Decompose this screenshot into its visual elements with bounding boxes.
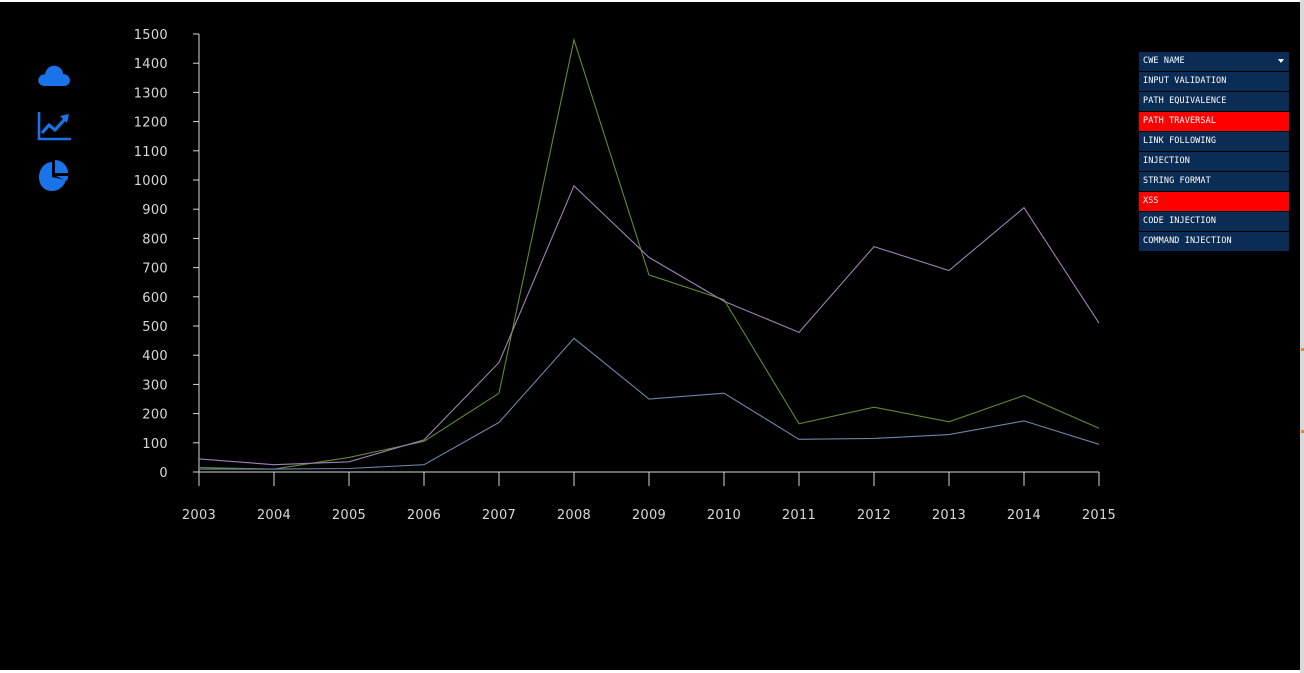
- series-line-3: [199, 337, 1100, 470]
- x-tick-label: 2014: [1007, 508, 1041, 523]
- cwe-item-label: PATH TRAVERSAL: [1143, 116, 1217, 126]
- y-tick-label: 700: [142, 262, 168, 277]
- y-tick-label: 600: [142, 291, 168, 306]
- y-tick-label: 500: [142, 320, 168, 335]
- cwe-item-code-injection[interactable]: CODE INJECTION: [1139, 212, 1289, 232]
- pie-chart-icon[interactable]: [36, 158, 72, 194]
- x-axis: 2003 2004 2005 2006 2007 2008 2009 2010 2011 2012…: [182, 471, 1116, 523]
- y-tick-label: 200: [142, 408, 168, 423]
- y-tick-label: 900: [142, 203, 168, 218]
- x-tick-label: 2009: [632, 508, 666, 523]
- cwe-item-injection[interactable]: INJECTION: [1139, 152, 1289, 172]
- cwe-item-label: PATH EQUIVALENCE: [1143, 96, 1227, 106]
- x-tick-label: 2003: [182, 508, 216, 523]
- y-tick-label: 1300: [134, 86, 168, 101]
- y-tick-label: 1400: [134, 57, 168, 72]
- cwe-item-input-validation[interactable]: INPUT VALIDATION: [1139, 72, 1289, 92]
- y-axis: 0 100 200 300 400 500 600 700 800 900 1000 1100 1200…: [134, 28, 200, 481]
- cwe-item-label: INPUT VALIDATION: [1143, 76, 1227, 86]
- x-tick-label: 2015: [1082, 508, 1116, 523]
- window-edge: [1300, 0, 1304, 673]
- cloud-icon[interactable]: [36, 58, 72, 94]
- y-tick-label: 1100: [134, 145, 168, 160]
- edge-marker: [1301, 348, 1304, 351]
- cwe-name-label: CWE NAME: [1143, 56, 1185, 66]
- cwe-item-label: LINK FOLLOWING: [1143, 136, 1217, 146]
- x-tick-label: 2007: [482, 508, 516, 523]
- cwe-item-command-injection[interactable]: COMMAND INJECTION: [1139, 232, 1289, 252]
- x-tick-label: 2008: [557, 508, 591, 523]
- series-line-1: [198, 37, 1100, 470]
- edge-marker: [1301, 430, 1304, 433]
- x-tick-label: 2011: [782, 508, 816, 523]
- y-tick-label: 400: [142, 349, 168, 364]
- y-tick-label: 0: [159, 466, 168, 481]
- caret-down-icon[interactable]: [1278, 59, 1284, 63]
- y-tick-label: 1000: [134, 174, 168, 189]
- x-tick-label: 2005: [332, 508, 366, 523]
- series-line-2: [198, 184, 1100, 466]
- cwe-item-label: STRING FORMAT: [1143, 176, 1211, 186]
- y-tick-label: 1200: [134, 116, 168, 131]
- x-tick-label: 2012: [857, 508, 891, 523]
- y-tick-label: 800: [142, 232, 168, 247]
- line-chart-icon[interactable]: [36, 108, 72, 144]
- series-group: [198, 37, 1100, 470]
- cwe-item-label: INJECTION: [1143, 156, 1190, 166]
- x-tick-label: 2006: [407, 508, 441, 523]
- cwe-item-path-equivalence[interactable]: PATH EQUIVALENCE: [1139, 92, 1289, 112]
- cwe-name-dropdown[interactable]: CWE NAME: [1139, 52, 1289, 72]
- cwe-item-link-following[interactable]: LINK FOLLOWING: [1139, 132, 1289, 152]
- cwe-item-string-format[interactable]: STRING FORMAT: [1139, 172, 1289, 192]
- cwe-item-path-traversal[interactable]: PATH TRAVERSAL: [1139, 112, 1289, 132]
- cwe-item-xss[interactable]: XSS: [1139, 192, 1289, 212]
- cwe-item-label: CODE INJECTION: [1143, 216, 1217, 226]
- cwe-selector: CWE NAME INPUT VALIDATION PATH EQUIVALEN…: [1139, 52, 1289, 252]
- x-tick-label: 2004: [257, 508, 291, 523]
- cwe-item-label: COMMAND INJECTION: [1143, 236, 1232, 246]
- line-chart: 0 100 200 300 400 500 600 700 800 900 1000 1100 1200…: [134, 28, 1116, 523]
- x-tick-label: 2010: [707, 508, 741, 523]
- y-tick-label: 100: [142, 437, 168, 452]
- y-tick-label: 1500: [134, 28, 168, 43]
- x-tick-label: 2013: [932, 508, 966, 523]
- y-tick-label: 300: [142, 378, 168, 393]
- cwe-item-label: XSS: [1143, 196, 1159, 206]
